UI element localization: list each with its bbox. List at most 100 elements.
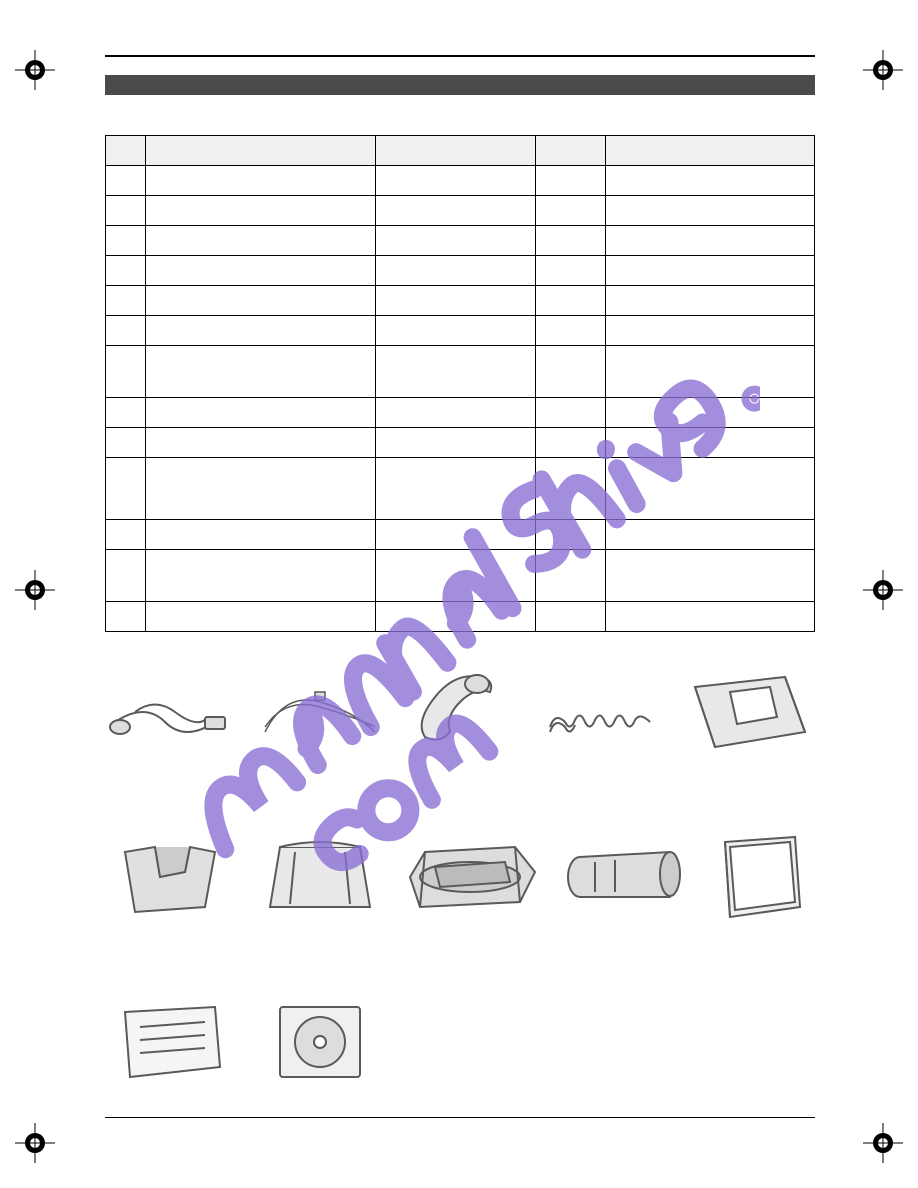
- table-cell: [606, 520, 815, 550]
- cover-icon: [255, 822, 385, 932]
- table-cell: [606, 428, 815, 458]
- table-row: [106, 458, 815, 520]
- sheet-icon: [105, 992, 235, 1092]
- table-cell: [536, 520, 606, 550]
- table-cell: [606, 550, 815, 602]
- col-header-remark: [606, 136, 815, 166]
- table-cell: [606, 316, 815, 346]
- table-cell: [606, 602, 815, 632]
- manual-booklet-icon: [700, 822, 815, 932]
- table-cell: [146, 256, 376, 286]
- registration-mark-icon: [863, 50, 903, 90]
- phone-cord-icon: [255, 672, 385, 762]
- table-cell: [376, 428, 536, 458]
- table-cell: [106, 398, 146, 428]
- table-cell: [606, 286, 815, 316]
- table-cell: [606, 256, 815, 286]
- table-cell: [106, 286, 146, 316]
- table-row: [106, 428, 815, 458]
- table-row: [106, 286, 815, 316]
- toner-icon: [555, 827, 695, 927]
- table-cell: [376, 458, 536, 520]
- table-cell: [376, 398, 536, 428]
- table-cell: [146, 166, 376, 196]
- table-cell: [606, 226, 815, 256]
- table-cell: [536, 196, 606, 226]
- col-header-item: [146, 136, 376, 166]
- table-cell: [146, 286, 376, 316]
- table-row: [106, 346, 815, 398]
- table-cell: [146, 550, 376, 602]
- table-cell: [146, 428, 376, 458]
- col-header-no: [106, 136, 146, 166]
- table-row: [106, 256, 815, 286]
- registration-mark-icon: [863, 570, 903, 610]
- table-cell: [376, 550, 536, 602]
- accessories-images: [105, 672, 815, 1142]
- table-cell: [106, 346, 146, 398]
- table-cell: [376, 166, 536, 196]
- table-cell: [106, 428, 146, 458]
- table-cell: [106, 520, 146, 550]
- table-row: [106, 196, 815, 226]
- table-cell: [536, 256, 606, 286]
- table-row: [106, 602, 815, 632]
- header-rule: [105, 55, 815, 57]
- table-cell: [106, 196, 146, 226]
- table-row: [106, 166, 815, 196]
- holder-icon: [105, 822, 235, 932]
- table-row: [106, 398, 815, 428]
- paper-tray-icon: [675, 662, 815, 762]
- table-cell: [146, 520, 376, 550]
- table-cell: [146, 226, 376, 256]
- registration-mark-icon: [15, 1123, 55, 1163]
- table-cell: [376, 520, 536, 550]
- table-cell: [376, 346, 536, 398]
- table-cell: [536, 316, 606, 346]
- registration-mark-icon: [15, 570, 55, 610]
- table-cell: [536, 602, 606, 632]
- col-header-qty: [536, 136, 606, 166]
- table-cell: [376, 226, 536, 256]
- table-cell: [376, 256, 536, 286]
- footer-rule: [105, 1117, 815, 1118]
- table-header-row: [106, 136, 815, 166]
- table-cell: [146, 346, 376, 398]
- table-cell: [106, 226, 146, 256]
- table-cell: [106, 166, 146, 196]
- table-cell: [536, 428, 606, 458]
- table-cell: [536, 398, 606, 428]
- table-cell: [106, 316, 146, 346]
- table-cell: [146, 196, 376, 226]
- table-cell: [606, 166, 815, 196]
- table-cell: [606, 398, 815, 428]
- table-cell: [376, 316, 536, 346]
- table-row: [106, 316, 815, 346]
- table-cell: [606, 346, 815, 398]
- table-cell: [536, 458, 606, 520]
- drum-unit-icon: [395, 822, 545, 932]
- table-cell: [146, 316, 376, 346]
- handset-icon: [395, 662, 525, 762]
- table-cell: [106, 458, 146, 520]
- table-cell: [106, 550, 146, 602]
- table-cell: [536, 550, 606, 602]
- table-cell: [106, 256, 146, 286]
- table-cell: [376, 602, 536, 632]
- registration-mark-icon: [15, 50, 55, 90]
- table-cell: [146, 398, 376, 428]
- table-cell: [376, 286, 536, 316]
- table-row: [106, 520, 815, 550]
- cd-icon: [265, 992, 375, 1092]
- table-cell: [376, 196, 536, 226]
- table-cell: [146, 458, 376, 520]
- col-header-part: [376, 136, 536, 166]
- table-cell: [536, 286, 606, 316]
- section-title-bar: [105, 75, 815, 95]
- table-cell: [606, 458, 815, 520]
- table-cell: [536, 166, 606, 196]
- table-cell: [106, 602, 146, 632]
- table-cell: [536, 346, 606, 398]
- table-cell: [536, 226, 606, 256]
- table-cell: [146, 602, 376, 632]
